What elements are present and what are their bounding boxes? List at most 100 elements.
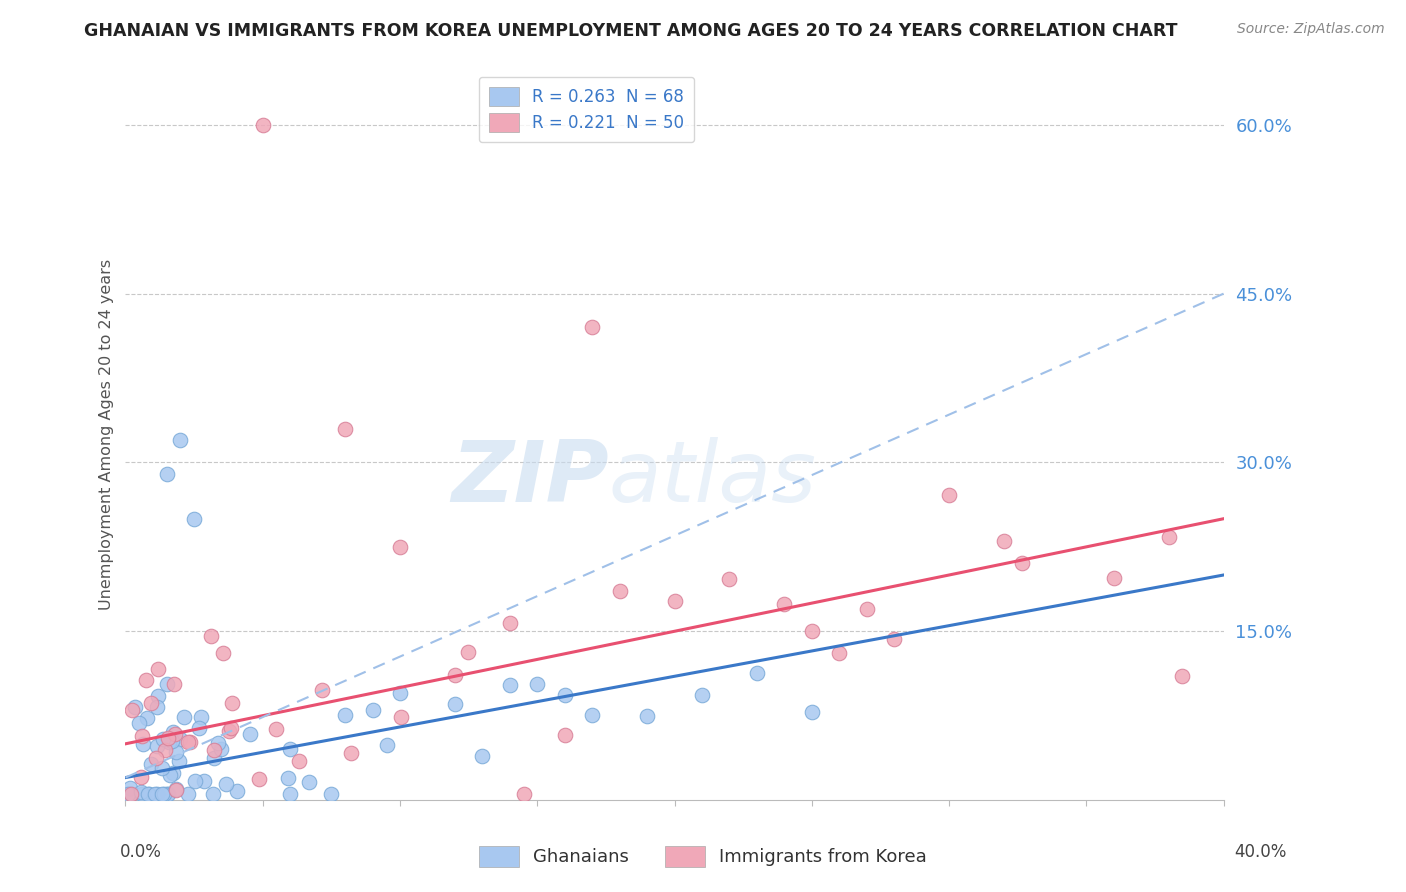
Point	[159, 767, 181, 781]
Point	[745, 665, 768, 680]
Point	[169, 732, 191, 747]
Point	[883, 632, 905, 646]
Point	[162, 725, 184, 739]
Point	[609, 583, 631, 598]
Point	[169, 433, 191, 447]
Point	[938, 487, 960, 501]
Point	[150, 788, 173, 802]
Point	[135, 673, 157, 687]
Point	[188, 721, 211, 735]
Point	[993, 533, 1015, 548]
Point	[120, 788, 142, 802]
Point	[148, 690, 170, 704]
Point	[800, 624, 823, 639]
Point	[226, 784, 249, 798]
Point	[280, 742, 302, 756]
Point	[165, 745, 187, 759]
Point	[135, 711, 157, 725]
Point	[264, 722, 287, 736]
Point	[138, 788, 160, 802]
Point	[554, 688, 576, 702]
Point	[554, 728, 576, 742]
Point	[145, 751, 167, 765]
Point	[581, 320, 603, 334]
Point	[278, 788, 301, 802]
Point	[221, 721, 243, 735]
Point	[855, 601, 877, 615]
Legend: R = 0.263  N = 68, R = 0.221  N = 50: R = 0.263 N = 68, R = 0.221 N = 50	[479, 77, 695, 142]
Point	[156, 788, 179, 802]
Point	[176, 735, 198, 749]
Point	[664, 594, 686, 608]
Point	[377, 738, 399, 752]
Point	[146, 662, 169, 676]
Point	[252, 118, 274, 132]
Y-axis label: Unemployment Among Ages 20 to 24 years: Unemployment Among Ages 20 to 24 years	[100, 259, 114, 610]
Point	[131, 729, 153, 743]
Text: ZIP: ZIP	[451, 437, 609, 520]
Point	[1102, 571, 1125, 585]
Point	[218, 724, 240, 739]
Text: Source: ZipAtlas.com: Source: ZipAtlas.com	[1237, 22, 1385, 37]
Point	[499, 678, 522, 692]
Text: GHANAIAN VS IMMIGRANTS FROM KOREA UNEMPLOYMENT AMONG AGES 20 TO 24 YEARS CORRELA: GHANAIAN VS IMMIGRANTS FROM KOREA UNEMPL…	[84, 22, 1178, 40]
Point	[132, 737, 155, 751]
Point	[121, 702, 143, 716]
Point	[156, 467, 179, 481]
Point	[389, 686, 412, 700]
Point	[1171, 669, 1194, 683]
Point	[190, 709, 212, 723]
Point	[457, 645, 479, 659]
Point	[139, 696, 162, 710]
Point	[156, 731, 179, 745]
Point	[444, 698, 467, 712]
Point	[389, 541, 412, 555]
Point	[298, 775, 321, 789]
Point	[499, 615, 522, 630]
Point	[333, 708, 356, 723]
Point	[828, 646, 851, 660]
Point	[389, 710, 412, 724]
Point	[581, 707, 603, 722]
Point	[150, 761, 173, 775]
Point	[200, 629, 222, 643]
Point	[162, 766, 184, 780]
Point	[163, 677, 186, 691]
Point	[333, 422, 356, 436]
Point	[160, 733, 183, 747]
Point	[153, 743, 176, 757]
Point	[288, 754, 311, 768]
Point	[165, 782, 187, 797]
Point	[773, 597, 796, 611]
Point	[212, 646, 235, 660]
Legend: Ghanaians, Immigrants from Korea: Ghanaians, Immigrants from Korea	[472, 838, 934, 874]
Point	[145, 788, 167, 802]
Point	[1011, 556, 1033, 570]
Point	[152, 732, 174, 747]
Point	[1157, 530, 1180, 544]
Point	[690, 688, 713, 702]
Point	[146, 700, 169, 714]
Point	[173, 709, 195, 723]
Point	[444, 667, 467, 681]
Point	[136, 788, 159, 802]
Point	[131, 770, 153, 784]
Point	[321, 788, 343, 802]
Point	[120, 781, 142, 796]
Point	[152, 788, 174, 802]
Point	[141, 756, 163, 771]
Point	[209, 741, 232, 756]
Point	[128, 716, 150, 731]
Point	[311, 682, 333, 697]
Point	[277, 771, 299, 785]
Point	[143, 788, 166, 802]
Point	[177, 788, 200, 802]
Point	[526, 677, 548, 691]
Point	[179, 735, 201, 749]
Text: 40.0%: 40.0%	[1234, 843, 1286, 861]
Point	[131, 788, 153, 802]
Point	[201, 788, 224, 802]
Point	[207, 736, 229, 750]
Point	[117, 788, 139, 802]
Point	[183, 773, 205, 788]
